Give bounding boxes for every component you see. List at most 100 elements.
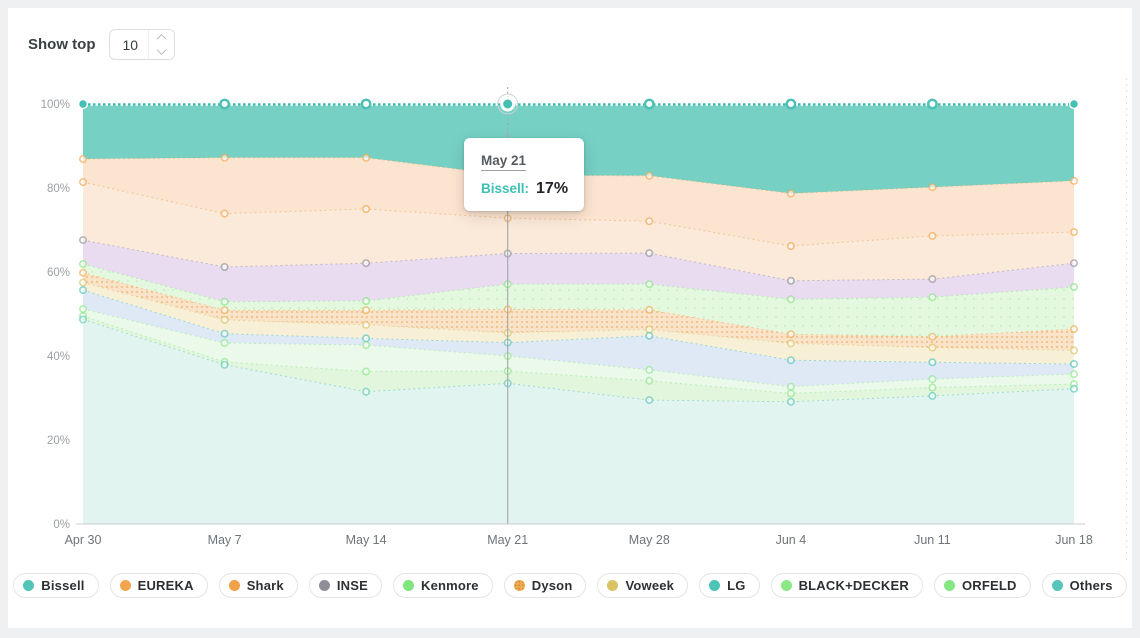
legend-item-bissell[interactable]: Bissell xyxy=(13,573,99,598)
area-voweek[interactable] xyxy=(83,282,1074,365)
show-top-input[interactable]: 10 xyxy=(108,29,175,60)
data-point-kenmore[interactable] xyxy=(79,259,88,268)
data-point-orfeld[interactable] xyxy=(645,376,654,385)
data-point-dyson[interactable] xyxy=(362,306,371,315)
data-point-shark[interactable] xyxy=(786,242,795,251)
data-point-dyson[interactable] xyxy=(220,306,229,315)
data-point-black-decker[interactable] xyxy=(79,304,88,313)
data-point-kenmore[interactable] xyxy=(928,293,937,302)
data-point-voweek[interactable] xyxy=(362,320,371,329)
data-point-lg[interactable] xyxy=(645,331,654,340)
data-point-inse[interactable] xyxy=(928,275,937,284)
data-point-eureka[interactable] xyxy=(928,183,937,192)
show-top-value[interactable]: 10 xyxy=(122,36,139,53)
area-dyson[interactable] xyxy=(83,272,1074,351)
legend-item-inse[interactable]: INSE xyxy=(308,573,382,598)
data-point-lg[interactable] xyxy=(79,286,88,295)
legend-item-voweek[interactable]: Voweek xyxy=(597,573,689,598)
area-inse[interactable] xyxy=(83,240,1074,302)
data-point-bissell[interactable] xyxy=(927,98,938,110)
data-point-dyson[interactable] xyxy=(79,268,88,277)
highlight-data-point-bissell[interactable] xyxy=(500,96,516,112)
data-point-others[interactable] xyxy=(786,397,795,406)
data-point-black-decker[interactable] xyxy=(362,341,371,350)
data-point-eureka[interactable] xyxy=(645,171,654,180)
data-point-shark[interactable] xyxy=(1070,228,1079,237)
data-point-voweek[interactable] xyxy=(786,339,795,348)
data-point-voweek[interactable] xyxy=(79,278,88,287)
data-point-inse[interactable] xyxy=(79,236,88,245)
data-point-bissell[interactable] xyxy=(643,98,655,110)
data-point-others[interactable] xyxy=(79,315,88,324)
legend-item-eureka[interactable]: EUREKA xyxy=(109,573,208,598)
data-point-dyson[interactable] xyxy=(645,305,654,314)
data-point-bissell[interactable] xyxy=(77,98,89,110)
data-point-lg[interactable] xyxy=(362,334,371,343)
data-point-kenmore[interactable] xyxy=(220,297,229,306)
data-point-voweek[interactable] xyxy=(645,325,654,334)
data-point-kenmore[interactable] xyxy=(786,295,795,304)
data-point-inse[interactable] xyxy=(1070,259,1079,268)
data-point-kenmore[interactable] xyxy=(1070,283,1079,292)
data-point-voweek[interactable] xyxy=(1070,346,1079,355)
data-point-inse[interactable] xyxy=(645,249,654,258)
data-point-eureka[interactable] xyxy=(220,153,229,162)
legend-item-shark[interactable]: Shark xyxy=(218,573,298,598)
data-point-black-decker[interactable] xyxy=(645,365,654,374)
data-point-orfeld[interactable] xyxy=(928,383,937,392)
data-point-dyson[interactable] xyxy=(786,330,795,339)
data-point-lg[interactable] xyxy=(786,356,795,365)
data-point-bissell[interactable] xyxy=(360,98,372,110)
data-point-shark[interactable] xyxy=(362,205,371,214)
data-point-orfeld[interactable] xyxy=(362,367,371,376)
data-point-lg[interactable] xyxy=(1070,359,1079,368)
area-orfeld[interactable] xyxy=(83,316,1074,402)
data-point-dyson[interactable] xyxy=(928,332,937,341)
data-point-others[interactable] xyxy=(362,387,371,396)
area-lg[interactable] xyxy=(83,290,1074,387)
data-point-eureka[interactable] xyxy=(1070,176,1079,185)
area-black-decker[interactable] xyxy=(83,309,1074,394)
data-point-inse[interactable] xyxy=(220,262,229,271)
data-point-kenmore[interactable] xyxy=(645,280,654,289)
data-point-lg[interactable] xyxy=(220,329,229,338)
data-point-others[interactable] xyxy=(220,360,229,369)
legend-item-orfeld[interactable]: ORFELD xyxy=(933,573,1031,598)
legend-item-kenmore[interactable]: Kenmore xyxy=(392,573,493,598)
area-shark[interactable] xyxy=(83,182,1074,281)
legend-item-black-decker[interactable]: BLACK+DECKER xyxy=(770,573,923,598)
legend-item-dyson[interactable]: Dyson xyxy=(503,573,587,598)
data-point-others[interactable] xyxy=(645,396,654,405)
data-point-orfeld[interactable] xyxy=(786,389,795,398)
data-point-shark[interactable] xyxy=(645,217,654,226)
data-point-others[interactable] xyxy=(928,391,937,400)
data-point-dyson[interactable] xyxy=(1070,325,1079,334)
data-point-shark[interactable] xyxy=(79,178,88,187)
data-point-shark[interactable] xyxy=(928,231,937,240)
show-top-increment-button[interactable] xyxy=(148,30,174,45)
show-top-decrement-button[interactable] xyxy=(148,44,174,59)
area-kenmore[interactable] xyxy=(83,264,1074,337)
data-point-black-decker[interactable] xyxy=(786,382,795,391)
data-point-lg[interactable] xyxy=(928,358,937,367)
data-point-eureka[interactable] xyxy=(362,153,371,162)
data-point-black-decker[interactable] xyxy=(1070,370,1079,379)
data-point-kenmore[interactable] xyxy=(362,296,371,305)
legend-item-others[interactable]: Others xyxy=(1041,573,1127,598)
data-point-others[interactable] xyxy=(1070,384,1079,393)
area-others[interactable] xyxy=(83,319,1074,525)
data-point-inse[interactable] xyxy=(786,276,795,285)
data-point-bissell[interactable] xyxy=(785,98,797,110)
data-point-shark[interactable] xyxy=(220,209,229,218)
legend-item-lg[interactable]: LG xyxy=(699,573,760,598)
data-point-black-decker[interactable] xyxy=(220,338,229,347)
data-point-black-decker[interactable] xyxy=(928,375,937,384)
data-point-bissell[interactable] xyxy=(1068,98,1080,110)
data-point-voweek[interactable] xyxy=(220,315,229,324)
data-point-eureka[interactable] xyxy=(786,189,795,198)
data-point-voweek[interactable] xyxy=(928,343,937,352)
data-point-eureka[interactable] xyxy=(79,155,88,164)
data-point-inse[interactable] xyxy=(362,259,371,268)
data-point-bissell[interactable] xyxy=(219,98,231,110)
